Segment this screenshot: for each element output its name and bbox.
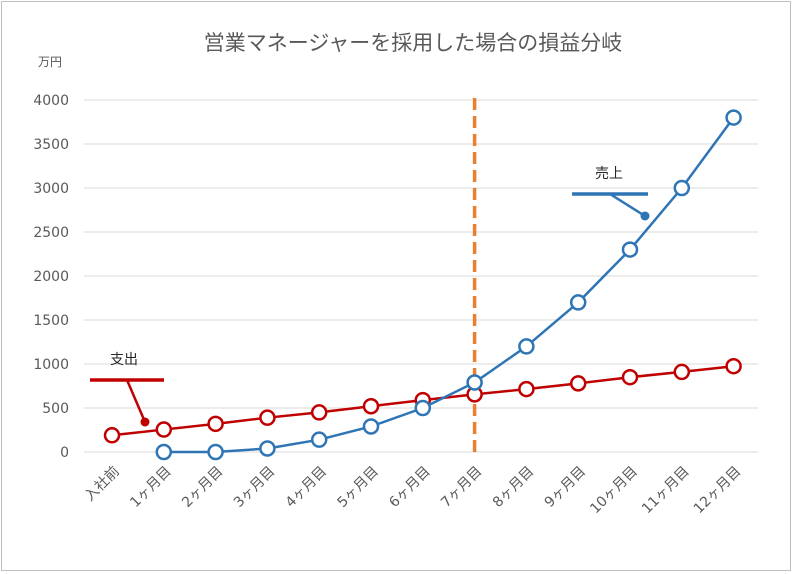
x-tick-label: 8ヶ月目 bbox=[490, 464, 537, 511]
x-tick-label: 9ヶ月目 bbox=[542, 464, 589, 511]
x-tick-label: 4ヶ月目 bbox=[283, 464, 330, 511]
data-point bbox=[621, 368, 639, 386]
series-name-label: 支出 bbox=[110, 352, 138, 368]
x-tick-label: 12ヶ月目 bbox=[691, 464, 745, 518]
series-callouts: 支出 売上 bbox=[90, 166, 650, 427]
series-name-label: 売上 bbox=[595, 166, 623, 182]
data-point bbox=[310, 404, 328, 421]
x-tick-label: 5ヶ月目 bbox=[335, 464, 382, 511]
callout-1: 売上 bbox=[572, 166, 650, 221]
data-point bbox=[518, 338, 535, 355]
data-point bbox=[310, 431, 328, 448]
data-point bbox=[466, 374, 483, 391]
y-tick-label: 2500 bbox=[33, 225, 69, 241]
data-point bbox=[207, 443, 224, 461]
x-tick-label: 11ヶ月目 bbox=[639, 464, 693, 518]
x-tick-label: 10ヶ月目 bbox=[587, 464, 641, 518]
chart-title: 営業マネージャーを採用した場合の損益分岐 bbox=[204, 31, 623, 55]
y-tick-label: 0 bbox=[60, 445, 69, 461]
data-point bbox=[725, 357, 742, 375]
x-tick-label: 7ヶ月目 bbox=[438, 464, 485, 511]
y-tick-label: 1500 bbox=[33, 313, 69, 329]
data-point bbox=[621, 241, 639, 258]
y-axis-ticks: 0 500 1000 1500 2000 2500 3000 3500 4000 bbox=[33, 93, 69, 461]
data-point bbox=[518, 380, 535, 398]
data-point bbox=[259, 409, 276, 426]
y-axis-unit: 万円 bbox=[38, 55, 62, 69]
data-point bbox=[569, 375, 587, 392]
data-point bbox=[155, 443, 173, 461]
x-axis-ticks: 入社前 1ヶ月目 2ヶ月目 3ヶ月目 4ヶ月目 5ヶ月目 6ヶ月目 7ヶ月目 8ヶ月目 9ヶ月目1… bbox=[81, 463, 744, 517]
x-tick-label: 入社前 bbox=[81, 463, 123, 505]
data-point bbox=[725, 109, 742, 126]
y-tick-label: 1000 bbox=[33, 357, 69, 373]
y-tick-label: 500 bbox=[42, 401, 69, 417]
y-tick-label: 4000 bbox=[33, 93, 69, 109]
data-point bbox=[414, 399, 432, 417]
series-1 bbox=[155, 109, 742, 461]
callout-leader bbox=[125, 379, 147, 423]
y-tick-label: 3000 bbox=[33, 181, 69, 197]
callout-dot bbox=[640, 211, 650, 221]
series-line bbox=[163, 116, 735, 454]
x-tick-label: 6ヶ月目 bbox=[386, 464, 433, 511]
data-point bbox=[673, 363, 691, 381]
data-point bbox=[207, 415, 224, 433]
data-point bbox=[259, 440, 276, 457]
callout-leader bbox=[609, 192, 646, 218]
x-tick-label: 1ヶ月目 bbox=[127, 464, 174, 511]
data-point bbox=[103, 427, 121, 444]
y-tick-label: 3500 bbox=[33, 137, 69, 153]
callout-0: 支出 bbox=[90, 352, 164, 427]
callout-dot bbox=[140, 417, 150, 427]
data-point bbox=[673, 179, 691, 197]
data-point bbox=[362, 418, 380, 435]
series bbox=[103, 109, 742, 461]
data-point bbox=[569, 294, 587, 311]
data-point bbox=[155, 421, 173, 438]
data-point bbox=[362, 397, 380, 415]
x-tick-label: 2ヶ月目 bbox=[179, 464, 226, 511]
y-tick-label: 2000 bbox=[33, 269, 69, 285]
x-tick-label: 3ヶ月目 bbox=[231, 464, 278, 511]
